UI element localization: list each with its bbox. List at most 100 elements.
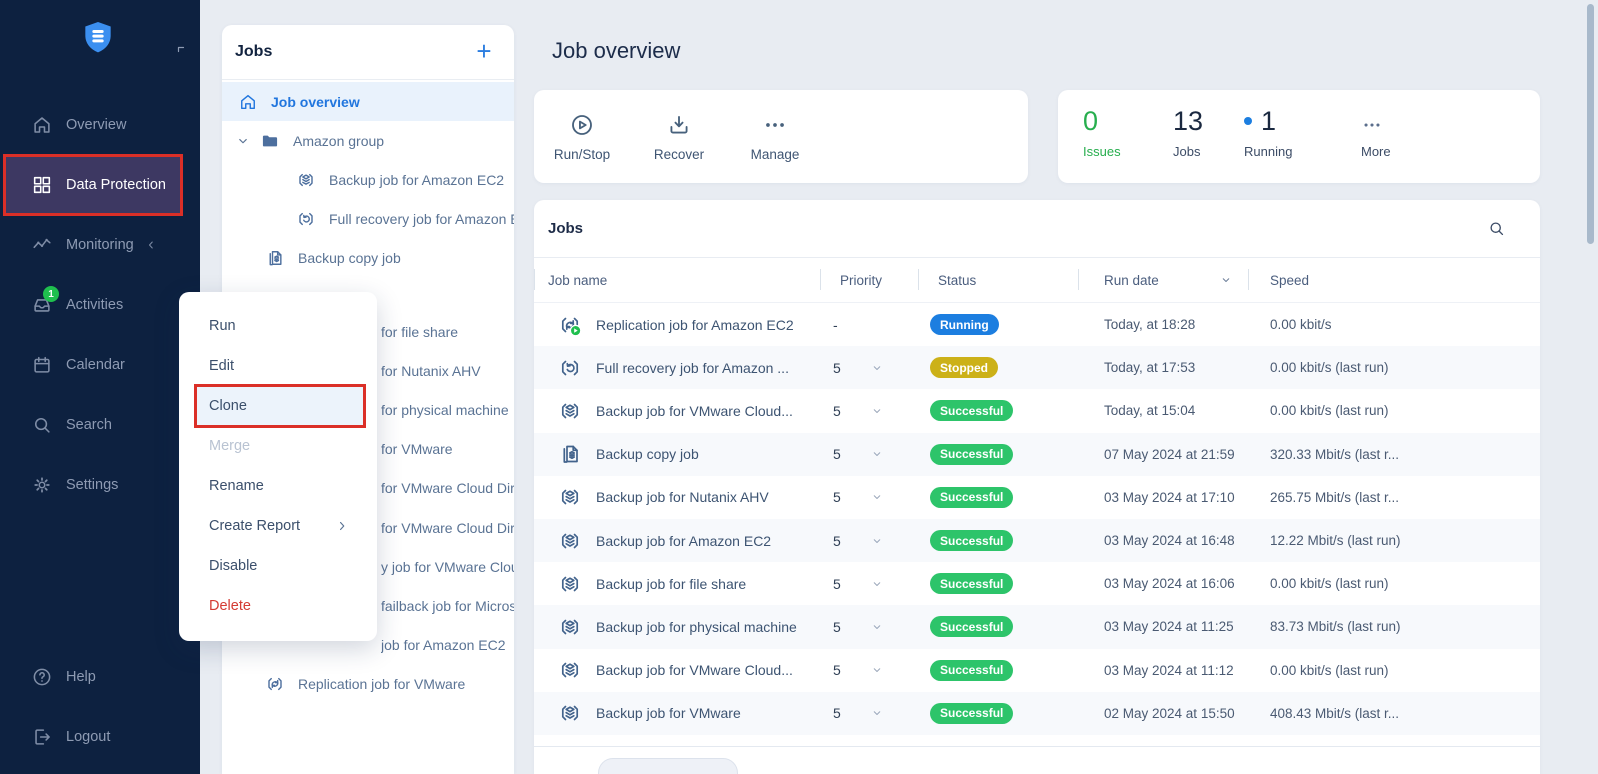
context-menu: Run Edit Clone Merge [179, 292, 377, 641]
sidebar-item-icon [31, 234, 53, 256]
stat-item[interactable]: 13 Jobs [1173, 104, 1204, 160]
tree-item-occluded[interactable]: for physical machine [222, 390, 514, 429]
menu-item[interactable]: Delete [179, 586, 377, 626]
toolbar-button[interactable]: Manage [730, 90, 820, 183]
search-icon[interactable] [1487, 219, 1506, 238]
priority-cell: 5 [820, 562, 918, 605]
priority-dropdown-icon[interactable] [871, 621, 883, 633]
column-header[interactable]: Speed [1248, 258, 1540, 302]
menu-item[interactable]: Rename [179, 466, 377, 506]
stat-value: 13 [1173, 105, 1204, 136]
stat-item[interactable]: 1 Running [1244, 104, 1292, 159]
priority-dropdown-icon[interactable] [871, 362, 883, 374]
menu-item[interactable]: Clone [179, 384, 377, 428]
tree-item[interactable]: Amazon group [222, 121, 514, 160]
sidebar-item[interactable]: Monitoring [0, 215, 200, 275]
priority-dropdown-icon[interactable] [871, 707, 883, 719]
priority-dropdown-icon[interactable] [871, 664, 883, 676]
priority-dropdown-icon[interactable] [871, 578, 883, 590]
tree-item[interactable]: Replication job for VMware [222, 665, 514, 704]
stat-item[interactable]: 0 Issues [1083, 104, 1121, 160]
status-badge: Stopped [930, 357, 998, 379]
table-row[interactable]: Backup job for physical machine 5 Succes… [534, 605, 1540, 649]
menu-item[interactable]: Create Report [179, 506, 377, 546]
sidebar-item-icon [31, 666, 53, 688]
sidebar-item-icon [31, 726, 53, 748]
tree-item-label: for file share [381, 323, 459, 340]
table-row[interactable]: Backup job for VMware Cloud... 5 Success… [534, 389, 1540, 432]
toolbar-button[interactable]: Run/Stop [537, 90, 627, 183]
sidebar-item-label: Settings [66, 477, 119, 493]
sidebar-item[interactable]: Calendar [0, 335, 200, 395]
collapse-corner-icon[interactable] [176, 44, 188, 56]
speed-cell: 408.43 Mbit/s (last r... [1248, 692, 1540, 735]
chevron-right-icon [335, 519, 349, 533]
priority-dropdown-icon[interactable] [871, 491, 883, 503]
status-badge: Successful [930, 702, 1014, 724]
tree-item-occluded[interactable]: for VMware Cloud Direc [222, 469, 514, 508]
priority-dropdown-icon[interactable] [871, 448, 883, 460]
table-row[interactable]: Full recovery job for Amazon ... 5 Stopp… [534, 346, 1540, 390]
sidebar-item[interactable]: Settings [0, 455, 200, 515]
menu-item[interactable]: Run [179, 306, 377, 346]
table-row[interactable]: Backup job for file share 5 Successful 0… [534, 562, 1540, 605]
chevron-left-icon[interactable] [145, 239, 157, 251]
status-cell: Successful [918, 519, 1078, 562]
toolbar-card: Run/Stop Recover Manage [534, 90, 1028, 183]
sidebar-item[interactable]: Help [0, 647, 200, 707]
job-name: Backup job for Amazon EC2 [596, 532, 772, 549]
job-name-cell: Backup job for file share [534, 562, 820, 605]
tree-item[interactable]: Full recovery job for Amazon E [222, 199, 514, 238]
jobs-table-card: Jobs Job name Priority Status [534, 200, 1540, 774]
toolbar-button[interactable]: Recover [634, 90, 724, 183]
tree-item-occluded[interactable]: y job for VMware Cloud [222, 547, 514, 586]
menu-item[interactable]: Disable [179, 546, 377, 586]
menu-item[interactable]: Merge [179, 426, 377, 466]
tree-item[interactable]: Backup job for Amazon EC2 [222, 160, 514, 199]
priority-dropdown-icon[interactable] [871, 405, 883, 417]
sidebar-item[interactable]: 1 Activities [0, 275, 200, 335]
run-date: Today, at 18:28 [1104, 317, 1196, 333]
table-row[interactable]: Replication job for Amazon EC2 - Running… [534, 303, 1540, 346]
table-row[interactable]: Backup job for VMware Cloud... 5 Success… [534, 649, 1540, 692]
job-type-icon [558, 701, 582, 725]
tree-item[interactable]: Backup copy job [222, 238, 514, 277]
tree-item-label: Job overview [271, 93, 360, 110]
sidebar-item[interactable]: Data Protection [0, 154, 200, 216]
tree-item[interactable]: Job overview [222, 82, 514, 121]
table-row[interactable]: Backup copy job 5 Successful 07 May 2024… [534, 432, 1540, 476]
tree-item-occluded[interactable]: for file share [222, 312, 514, 351]
table-row[interactable]: Backup job for Nutanix AHV 5 Successful … [534, 476, 1540, 519]
column-header[interactable]: Priority [820, 258, 918, 302]
job-name-cell: Backup job for physical machine [534, 605, 820, 648]
sort-chevron-icon[interactable] [1220, 274, 1232, 286]
add-job-button[interactable]: + [470, 37, 498, 65]
menu-item[interactable]: Edit [179, 346, 377, 386]
priority-dropdown-icon[interactable] [871, 535, 883, 547]
column-header-label: Speed [1270, 272, 1310, 288]
pagination-pill[interactable] [598, 758, 738, 774]
tree-item-occluded[interactable]: failback job for Microsof [222, 586, 514, 625]
stat-item[interactable]: More [1361, 104, 1391, 159]
tree-item-occluded[interactable]: job for Amazon EC2 [222, 626, 514, 665]
run-date: 02 May 2024 at 15:50 [1104, 705, 1235, 721]
table-row[interactable]: Backup job for Amazon EC2 5 Successful 0… [534, 518, 1540, 563]
column-header[interactable]: Status [918, 258, 1078, 302]
sidebar-item[interactable]: Overview [0, 95, 200, 155]
run-date: 03 May 2024 at 16:06 [1104, 576, 1235, 592]
priority-cell: - [820, 303, 918, 346]
tree-item-occluded[interactable]: for Nutanix AHV [222, 351, 514, 390]
column-header[interactable]: Job name [534, 258, 820, 302]
column-header[interactable]: Run date [1078, 258, 1248, 302]
tree-item-occluded[interactable]: for VMware Cloud Direc [222, 508, 514, 547]
tree-item-occluded[interactable]: for VMware [222, 430, 514, 469]
occluded-tree-items: for file share for Nutanix AHV for physi… [222, 312, 514, 665]
scrollbar-thumb[interactable] [1587, 4, 1594, 244]
app-logo[interactable] [78, 16, 118, 62]
sidebar-item[interactable]: Logout [0, 707, 200, 767]
chevron-down-icon[interactable] [236, 134, 250, 148]
sidebar-item[interactable]: Search [0, 395, 200, 455]
table-row[interactable]: Backup job for VMware 5 Successful 02 Ma… [534, 691, 1540, 735]
stat-label: Jobs [1173, 144, 1201, 159]
speed: 0.00 kbit/s (last run) [1270, 403, 1389, 419]
